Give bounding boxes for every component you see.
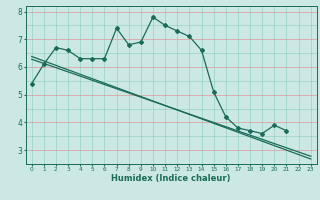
X-axis label: Humidex (Indice chaleur): Humidex (Indice chaleur) [111, 174, 231, 183]
